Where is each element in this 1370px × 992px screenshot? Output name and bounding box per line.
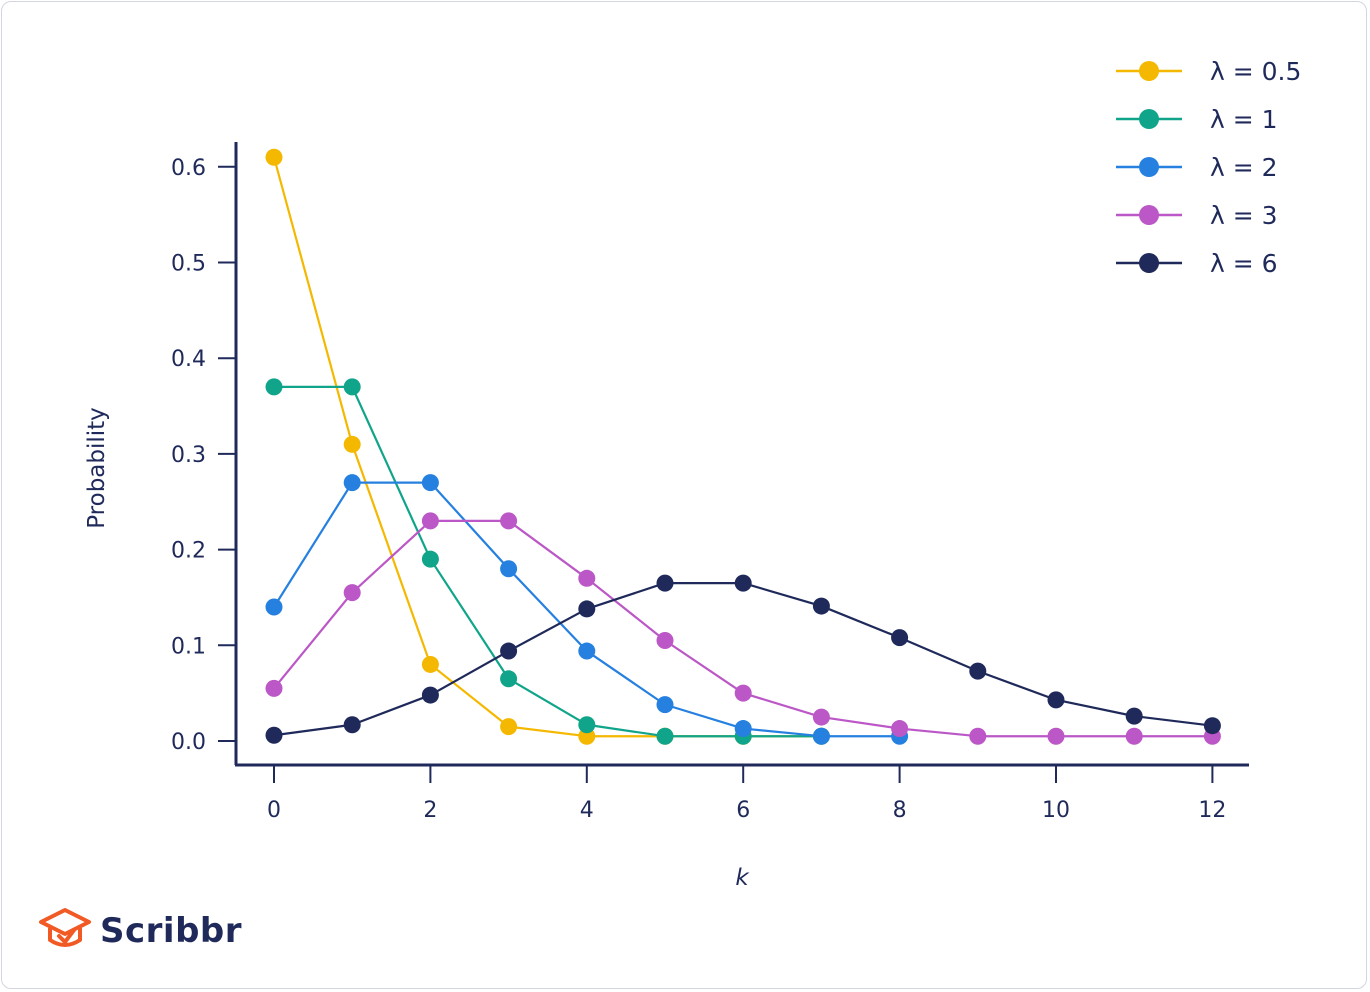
data-point (1047, 691, 1065, 709)
data-point (891, 629, 909, 647)
data-point (656, 696, 674, 714)
brand-logo: Scribbr (38, 904, 242, 958)
x-tick-label: 4 (580, 798, 594, 823)
data-point (421, 474, 439, 492)
legend-item: λ = 6 (1116, 249, 1278, 278)
series-4 (265, 512, 1221, 745)
data-point (969, 727, 987, 745)
y-tick-label: 0.6 (171, 156, 206, 181)
legend-item: λ = 0.5 (1116, 57, 1301, 86)
legend-label: λ = 2 (1210, 153, 1278, 182)
x-tick-label: 0 (267, 798, 281, 823)
y-tick-label: 0.0 (171, 730, 206, 755)
y-tick-label: 0.3 (171, 443, 206, 468)
data-point (578, 716, 596, 734)
data-point (891, 720, 909, 738)
graduation-cap-icon (38, 906, 92, 956)
data-point (500, 718, 518, 736)
chart-axes: 0.0 0.1 0.2 0.3 0.4 0.5 0.6 0 2 4 6 8 10 12 (171, 142, 1249, 823)
legend-swatch-marker (1139, 61, 1159, 81)
data-point (265, 148, 283, 166)
data-point (343, 716, 361, 734)
data-point (421, 686, 439, 704)
data-point (578, 642, 596, 660)
y-tick-label: 0.2 (171, 539, 206, 564)
legend-item: λ = 2 (1116, 153, 1278, 182)
data-point (265, 598, 283, 616)
data-point (421, 655, 439, 673)
x-tick-label: 2 (423, 798, 437, 823)
data-point (500, 642, 518, 660)
data-point (812, 708, 830, 726)
legend-swatch-marker (1139, 109, 1159, 129)
data-point (812, 597, 830, 615)
series-layer (265, 148, 1221, 745)
legend-item: λ = 1 (1116, 105, 1278, 134)
data-point (265, 378, 283, 396)
data-point (656, 574, 674, 592)
data-point (734, 684, 752, 702)
legend-label: λ = 1 (1210, 105, 1278, 134)
data-point (343, 584, 361, 602)
chart-legend: λ = 0.5 λ = 1 λ = 2 λ = 3 λ = 6 (1116, 57, 1301, 278)
data-point (421, 550, 439, 568)
legend-swatch-marker (1139, 253, 1159, 273)
data-point (343, 378, 361, 396)
x-tick-label: 12 (1198, 798, 1226, 823)
data-point (500, 670, 518, 688)
legend-swatch-marker (1139, 157, 1159, 177)
y-tick-label: 0.1 (171, 634, 206, 659)
data-point (734, 720, 752, 738)
series-1 (265, 148, 830, 745)
data-point (969, 662, 987, 680)
data-point (343, 435, 361, 453)
legend-swatch-marker (1139, 205, 1159, 225)
legend-label: λ = 3 (1210, 201, 1278, 230)
x-tick-label: 10 (1042, 798, 1070, 823)
data-point (500, 560, 518, 578)
data-point (1125, 707, 1143, 725)
data-point (265, 679, 283, 697)
legend-label: λ = 6 (1210, 249, 1278, 278)
x-tick-label: 8 (893, 798, 907, 823)
series-line (274, 385, 822, 738)
x-axis-label: k (735, 865, 750, 891)
series-3 (265, 474, 909, 745)
data-point (578, 600, 596, 618)
brand-name: Scribbr (100, 911, 243, 951)
series-line (273, 581, 1213, 737)
legend-item: λ = 3 (1116, 201, 1278, 230)
y-tick-label: 0.5 (171, 252, 206, 277)
data-point (343, 474, 361, 492)
data-point (500, 512, 518, 530)
data-point (265, 726, 283, 744)
data-point (656, 727, 674, 745)
data-point (578, 569, 596, 587)
data-point (1047, 727, 1065, 745)
data-point (1203, 717, 1221, 735)
y-axis-label: Probability (84, 407, 110, 529)
data-point (734, 574, 752, 592)
data-point (1125, 727, 1143, 745)
y-tick-label: 0.4 (171, 347, 206, 372)
legend-label: λ = 0.5 (1210, 57, 1301, 86)
data-point (812, 727, 830, 745)
data-point (421, 512, 439, 530)
data-point (656, 632, 674, 650)
series-5 (265, 574, 1221, 744)
x-tick-label: 6 (736, 798, 750, 823)
